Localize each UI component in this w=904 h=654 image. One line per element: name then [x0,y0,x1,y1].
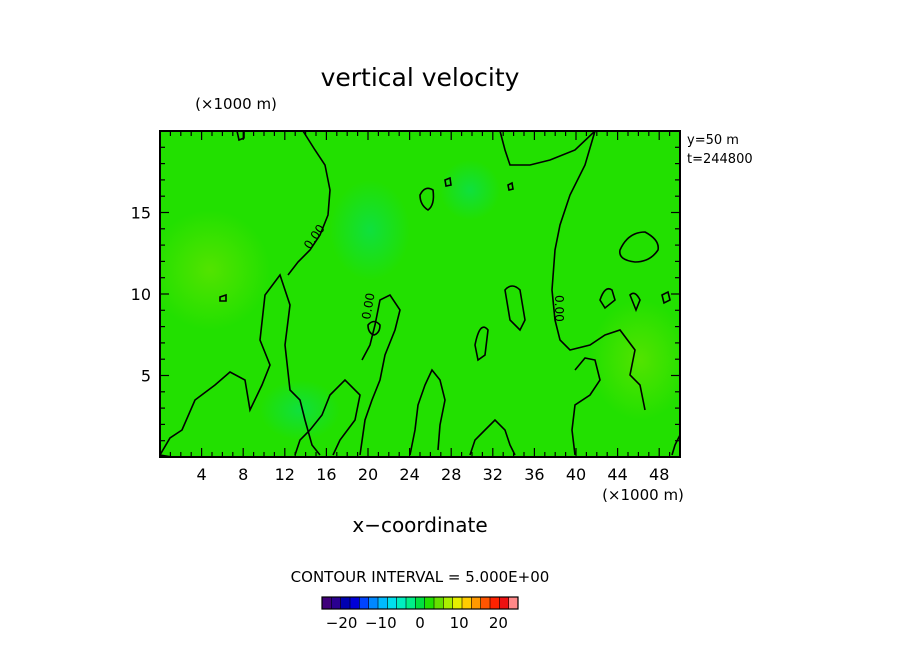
colorbar-tick-label: 20 [489,614,508,632]
contour-line [160,273,321,456]
colorbar-swatch [415,597,425,609]
y-tick-labels: 5 10 15 [131,204,151,386]
field-patch [330,180,410,280]
colorbar-swatch [462,597,472,609]
contour-line [409,368,446,456]
colorbar-frame [321,596,519,610]
x-axis-units: (×1000 m) [602,486,684,504]
contour-label: 0.00 [359,292,377,321]
colorbar-swatch [499,597,509,609]
contour-line [359,293,401,456]
contour-line [474,326,489,362]
colorbar-swatch [340,597,351,609]
plot-area: 0.00 0.00 0.00 4 8 12 16 20 24 28 32 36 40 44 48 51… [131,130,681,484]
y-tick-label: 5 [141,367,151,386]
contour-line [499,131,596,166]
y-tick-label: 15 [131,204,151,223]
colorbar-swatch [490,597,500,609]
colorbar-swatch [322,597,332,609]
x-tick-label: 12 [275,465,295,484]
y-axis-units: (×1000 m) [195,95,277,113]
x-tick-label: 36 [524,465,544,484]
colorbar: −20 −10 0 10 20 [321,596,519,632]
x-tick-label: 16 [316,465,336,484]
x-tick-labels: 4 8 12 16 20 24 28 32 36 40 44 48 [197,465,670,484]
contour-line [219,293,227,302]
annotation-y: y=50 m [687,133,739,148]
field-patch [440,160,500,220]
x-tick-label: 8 [238,465,248,484]
contour-line [618,231,660,263]
contour-line [571,357,601,456]
axis-ticks [160,131,680,457]
x-tick-label: 32 [483,465,503,484]
x-tick-label: 28 [441,465,461,484]
contour-line [419,187,435,211]
colorbar-swatch [406,597,416,609]
x-tick-label: 40 [566,465,586,484]
colorbar-swatch [396,597,407,609]
contour-lines [160,131,680,457]
contour-line [671,434,680,456]
contour-interval: CONTOUR INTERVAL = 5.000E+00 [291,568,550,586]
contour-line [294,378,361,456]
colorbar-swatch [443,597,453,609]
contour-line [661,290,671,305]
contour-line [504,285,526,332]
colorbar-swatch [387,597,397,609]
contour-line [469,418,516,456]
field-patch [260,380,340,440]
contour-line [507,181,514,191]
contour-line [599,287,616,310]
contour-line [444,176,452,187]
annotation-time: t=244800 [687,152,753,167]
colorbar-swatch [350,597,360,609]
colorbar-swatch [480,597,491,609]
colorbar-swatch [368,597,379,609]
field-patch [160,210,270,330]
x-tick-label: 20 [358,465,378,484]
colorbar-tick-label: 0 [415,614,425,632]
chart-title: vertical velocity [321,63,520,92]
colorbar-swatch [378,597,388,609]
contour-line [551,131,646,411]
field-patch [590,300,680,420]
colorbar-tick-label: −10 [365,614,397,632]
x-tick-label: 4 [197,465,207,484]
colorbar-swatch [359,597,369,609]
colorbar-swatch [424,597,435,609]
colorbar-tick-label: −20 [326,614,358,632]
contour-label: 0.00 [552,295,566,322]
colorbar-swatch [508,597,519,609]
x-tick-label: 44 [607,465,627,484]
contour-line [367,320,381,336]
y-tick-label: 10 [131,285,151,304]
contour-line [287,131,331,276]
contour-line [629,292,641,313]
x-tick-label: 24 [399,465,419,484]
x-axis-label: x−coordinate [352,513,487,537]
colorbar-tick-label: 10 [450,614,469,632]
colorbar-swatch [452,597,463,609]
colorbar-swatch [331,597,341,609]
colorbar-swatch [434,597,444,609]
colorbar-swatch [471,597,481,609]
field-shading [160,160,680,440]
x-tick-label: 48 [649,465,669,484]
contour-line [236,131,245,142]
